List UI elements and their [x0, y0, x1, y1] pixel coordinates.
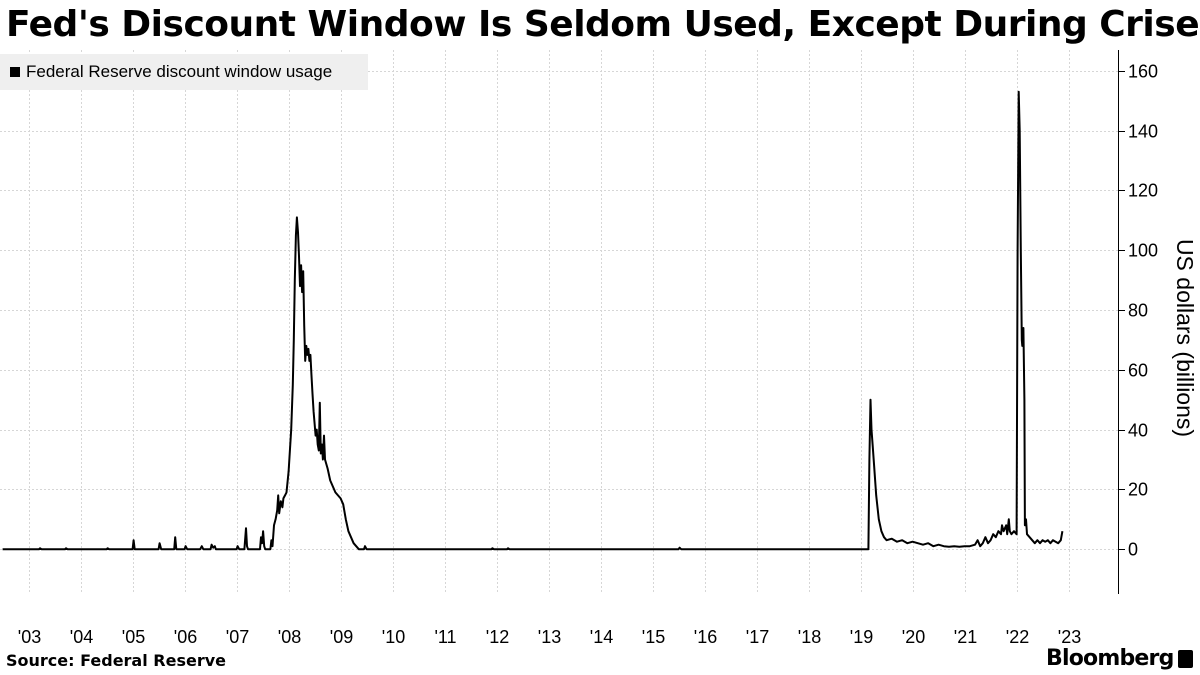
brand-name: Bloomberg	[1046, 646, 1174, 671]
axes: '03 '04 '05 '06 '07 '08 '09 '10 '11 '12 '13 '14 '15 '…	[18, 50, 1158, 647]
x-tick-label: '04	[70, 627, 93, 647]
x-tick-label: '05	[122, 627, 145, 647]
y-tick-label: 60	[1128, 361, 1148, 381]
series-line	[2, 90, 1064, 551]
x-tick-label: '13	[538, 627, 561, 647]
y-tick-label: 40	[1128, 421, 1148, 441]
series-layer	[2, 90, 1064, 551]
x-tick-label: '08	[278, 627, 301, 647]
x-tick-label: '19	[850, 627, 873, 647]
y-tick-label: 80	[1128, 301, 1148, 321]
x-tick-label: '17	[746, 627, 769, 647]
x-tick-label: '03	[18, 627, 41, 647]
x-tick-label: '16	[694, 627, 717, 647]
legend-swatch	[10, 67, 20, 77]
x-tick-label: '23	[1058, 627, 1081, 647]
legend: Federal Reserve discount window usage	[0, 54, 368, 90]
x-tick-label: '21	[954, 627, 977, 647]
x-tick-label: '20	[902, 627, 925, 647]
x-tick-label: '09	[330, 627, 353, 647]
x-tick-label: '07	[226, 627, 249, 647]
legend-label: Federal Reserve discount window usage	[26, 62, 333, 81]
x-tick-label: '22	[1006, 627, 1029, 647]
grid	[0, 50, 1118, 594]
y-tick-label: 20	[1128, 480, 1148, 500]
bloomberg-icon	[1177, 649, 1193, 668]
brand-logo: Bloomberg	[1046, 646, 1193, 671]
x-tick-label: '06	[174, 627, 197, 647]
x-tick-label: '15	[642, 627, 665, 647]
y-tick-label: 160	[1128, 62, 1158, 82]
x-tick-label: '12	[486, 627, 509, 647]
chart-title: Fed's Discount Window Is Seldom Used, Ex…	[6, 4, 1200, 45]
x-tick-label: '14	[590, 627, 613, 647]
source-note: Source: Federal Reserve	[6, 651, 226, 670]
x-tick-label: '10	[382, 627, 405, 647]
y-tick-label: 120	[1128, 181, 1158, 201]
y-axis-label: US dollars (billions)	[1172, 239, 1198, 437]
y-tick-label: 0	[1128, 540, 1138, 560]
x-tick-label: '11	[434, 627, 456, 647]
y-tick-label: 100	[1128, 241, 1158, 261]
y-tick-label: 140	[1128, 122, 1158, 142]
x-tick-label: '18	[798, 627, 821, 647]
